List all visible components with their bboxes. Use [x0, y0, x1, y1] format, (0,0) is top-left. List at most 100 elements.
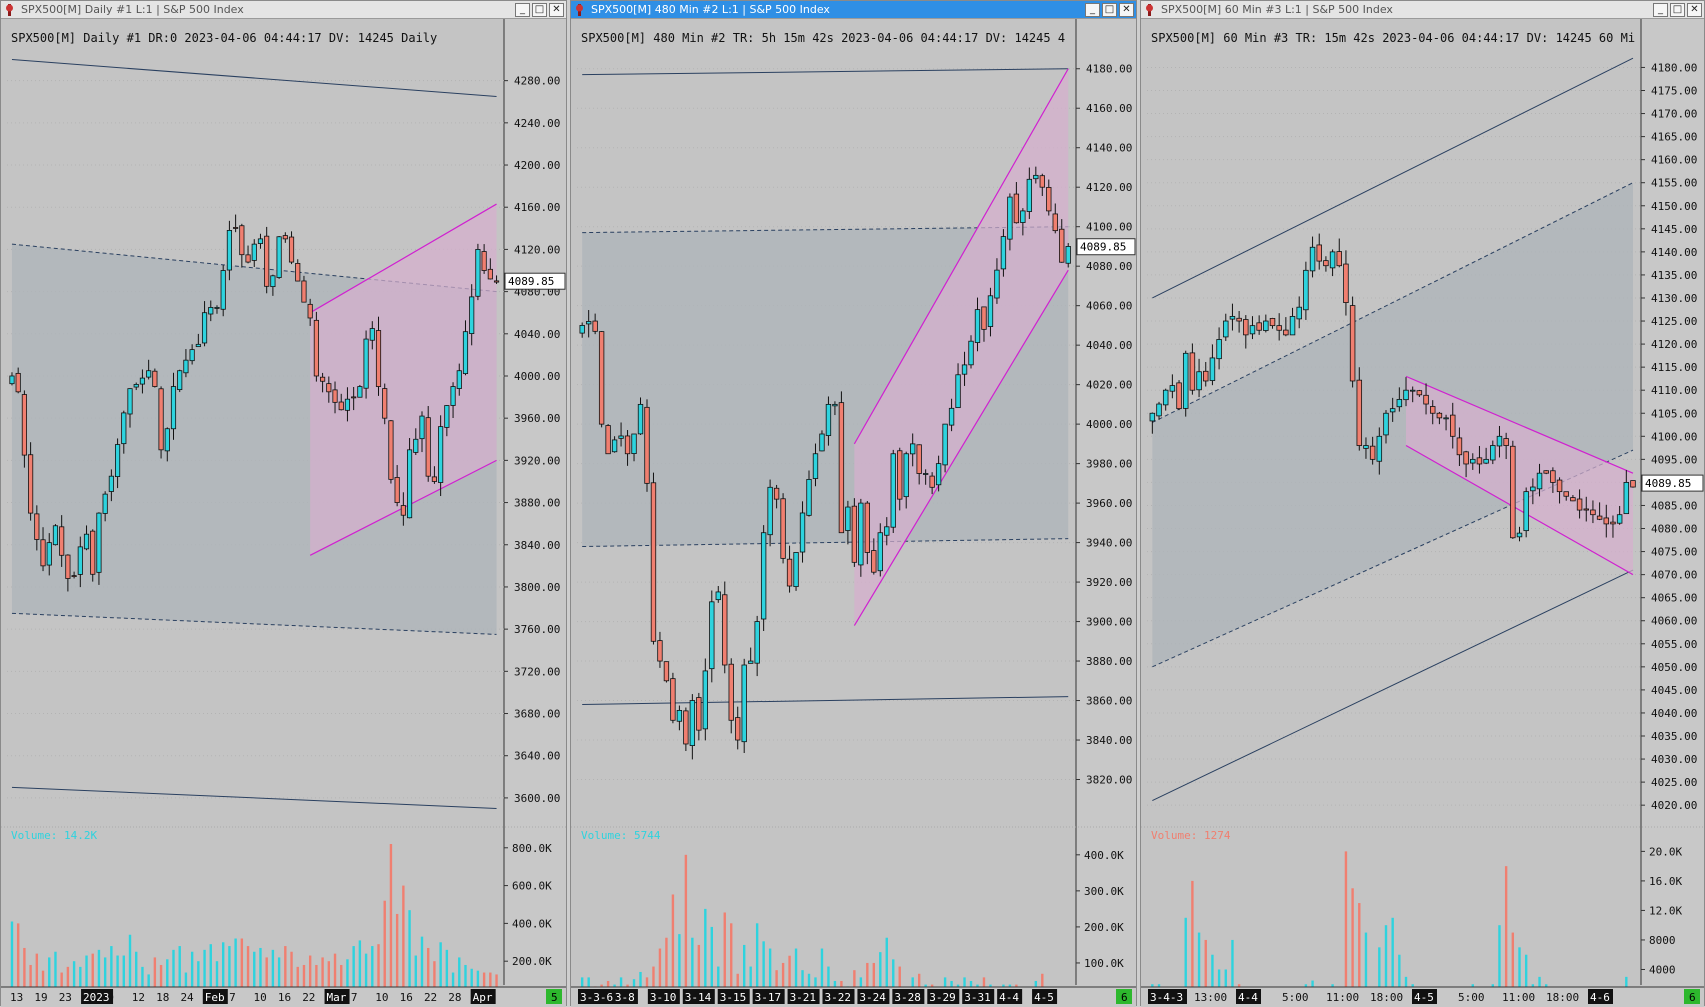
candlestick — [689, 694, 696, 760]
chart-canvas[interactable]: 4280.00 4240.00 4200.00 4160.00 4120.00 4080.… — [1, 19, 566, 1007]
maximize-button[interactable]: □ — [532, 3, 547, 17]
minimize-button[interactable]: _ — [1085, 3, 1100, 17]
volume-bar — [898, 966, 901, 999]
candle-body — [858, 502, 864, 566]
candle-body — [1596, 515, 1603, 520]
time-tick-label: 22 — [302, 991, 315, 1004]
price-tick-label: 4165.00 — [1651, 131, 1697, 144]
candlestick — [1229, 303, 1236, 331]
time-tick-label: 5:00 — [1282, 991, 1309, 1004]
maximize-button[interactable]: □ — [1670, 3, 1685, 17]
maximize-button[interactable]: □ — [1102, 3, 1117, 17]
chart-canvas[interactable]: 4180.00 4175.00 4170.00 4165.00 4160.00 4155.… — [1141, 19, 1704, 1007]
candlestick — [1349, 296, 1356, 388]
candle-body — [1256, 322, 1262, 331]
price-tick-label: 3940.00 — [1086, 537, 1132, 550]
candlestick — [59, 515, 65, 567]
volume-bar — [1511, 932, 1515, 999]
candlestick — [1590, 500, 1596, 524]
window-titlebar[interactable]: SPX500[M] Daily #1 L:1 | S&P 500 Index _… — [1, 1, 566, 19]
candlestick — [108, 469, 114, 502]
volume-bar — [240, 938, 244, 999]
candlestick — [90, 529, 96, 582]
candlestick — [15, 367, 21, 394]
candlestick — [1329, 249, 1336, 277]
candle-body — [1423, 394, 1429, 405]
close-button[interactable]: ✕ — [1687, 3, 1702, 17]
volume-bar — [66, 966, 70, 999]
volume-bar — [691, 937, 694, 999]
candle-body — [233, 227, 239, 229]
candle-body — [320, 376, 326, 382]
minimize-button[interactable]: _ — [515, 3, 530, 17]
candle-body — [326, 383, 332, 393]
candlestick — [916, 444, 922, 485]
candle-body — [469, 296, 475, 334]
candle-body — [981, 306, 987, 330]
volume-bar — [853, 970, 856, 999]
candlestick — [1309, 236, 1316, 278]
volume-bar — [116, 955, 119, 999]
volume-bar — [1398, 954, 1401, 999]
volume-bar — [333, 953, 337, 999]
status-badge — [1684, 989, 1700, 1004]
price-tick-label: 4100.00 — [1086, 221, 1132, 234]
candle-body — [493, 280, 500, 283]
time-label-highlight — [202, 989, 228, 1004]
price-tick-label: 4045.00 — [1651, 684, 1697, 697]
trend-line — [11, 786, 497, 809]
candlestick — [806, 470, 812, 517]
candlestick — [754, 615, 760, 677]
time-label-highlight — [822, 989, 855, 1004]
price-tick-label: 3800.00 — [514, 581, 560, 594]
candle-body — [1530, 486, 1536, 492]
candlestick — [388, 420, 394, 484]
volume-bar — [284, 946, 287, 999]
time-tick-label: 3-8 — [615, 991, 635, 1004]
time-tick-label: 13 — [10, 991, 23, 1004]
time-axis-background — [1, 987, 566, 1007]
last-price-box — [1076, 238, 1136, 256]
volume-bar — [788, 955, 791, 999]
price-tick-label: 4170.00 — [1651, 108, 1697, 121]
chart-canvas[interactable]: 4180.00 4160.00 4140.00 4120.00 4100.00 4080.… — [571, 19, 1136, 1007]
candlestick — [696, 692, 702, 741]
candle-body — [961, 364, 968, 375]
candle-body — [239, 225, 245, 256]
volume-bar — [383, 900, 386, 999]
candle-body — [942, 423, 948, 466]
candle-body — [1490, 445, 1496, 461]
candle-body — [1409, 389, 1416, 392]
close-button[interactable]: ✕ — [1119, 3, 1134, 17]
channel-lower-line — [853, 269, 1069, 626]
candlestick — [201, 301, 208, 347]
price-axis-background — [504, 19, 566, 1007]
candlestick — [974, 297, 981, 352]
minimize-button[interactable]: _ — [1653, 3, 1668, 17]
window-titlebar[interactable]: SPX500[M] 60 Min #3 L:1 | S&P 500 Index … — [1141, 1, 1704, 19]
candle-body — [444, 405, 450, 428]
candle-body — [332, 389, 338, 403]
candlestick — [1556, 477, 1563, 504]
chart-window-60min[interactable]: SPX500[M] 60 Min #3 L:1 | S&P 500 Index … — [1140, 0, 1705, 1007]
close-button[interactable]: ✕ — [549, 3, 564, 17]
candle-body — [40, 539, 46, 567]
time-tick-label: 4-4 — [999, 991, 1019, 1004]
candlestick — [1530, 478, 1536, 505]
candlestick — [102, 491, 108, 522]
candlestick — [1623, 470, 1630, 515]
candle-body — [1623, 482, 1630, 515]
window-titlebar[interactable]: SPX500[M] 480 Min #2 L:1 | S&P 500 Index… — [571, 1, 1136, 19]
volume-bar — [1524, 954, 1528, 999]
candlestick — [1576, 489, 1583, 519]
time-tick-label: Mar — [327, 991, 347, 1004]
chart-window-480min[interactable]: SPX500[M] 480 Min #2 L:1 | S&P 500 Index… — [570, 0, 1137, 1007]
candle-body — [845, 506, 851, 531]
price-tick-label: 4085.00 — [1651, 499, 1697, 512]
price-tick-label: 3840.00 — [514, 539, 560, 552]
time-tick-label: 4-4 — [1238, 991, 1258, 1004]
candle-body — [115, 444, 121, 477]
chart-window-daily[interactable]: SPX500[M] Daily #1 L:1 | S&P 500 Index _… — [0, 0, 567, 1007]
candlestick — [598, 331, 605, 428]
price-tick-label: 4055.00 — [1651, 638, 1697, 651]
